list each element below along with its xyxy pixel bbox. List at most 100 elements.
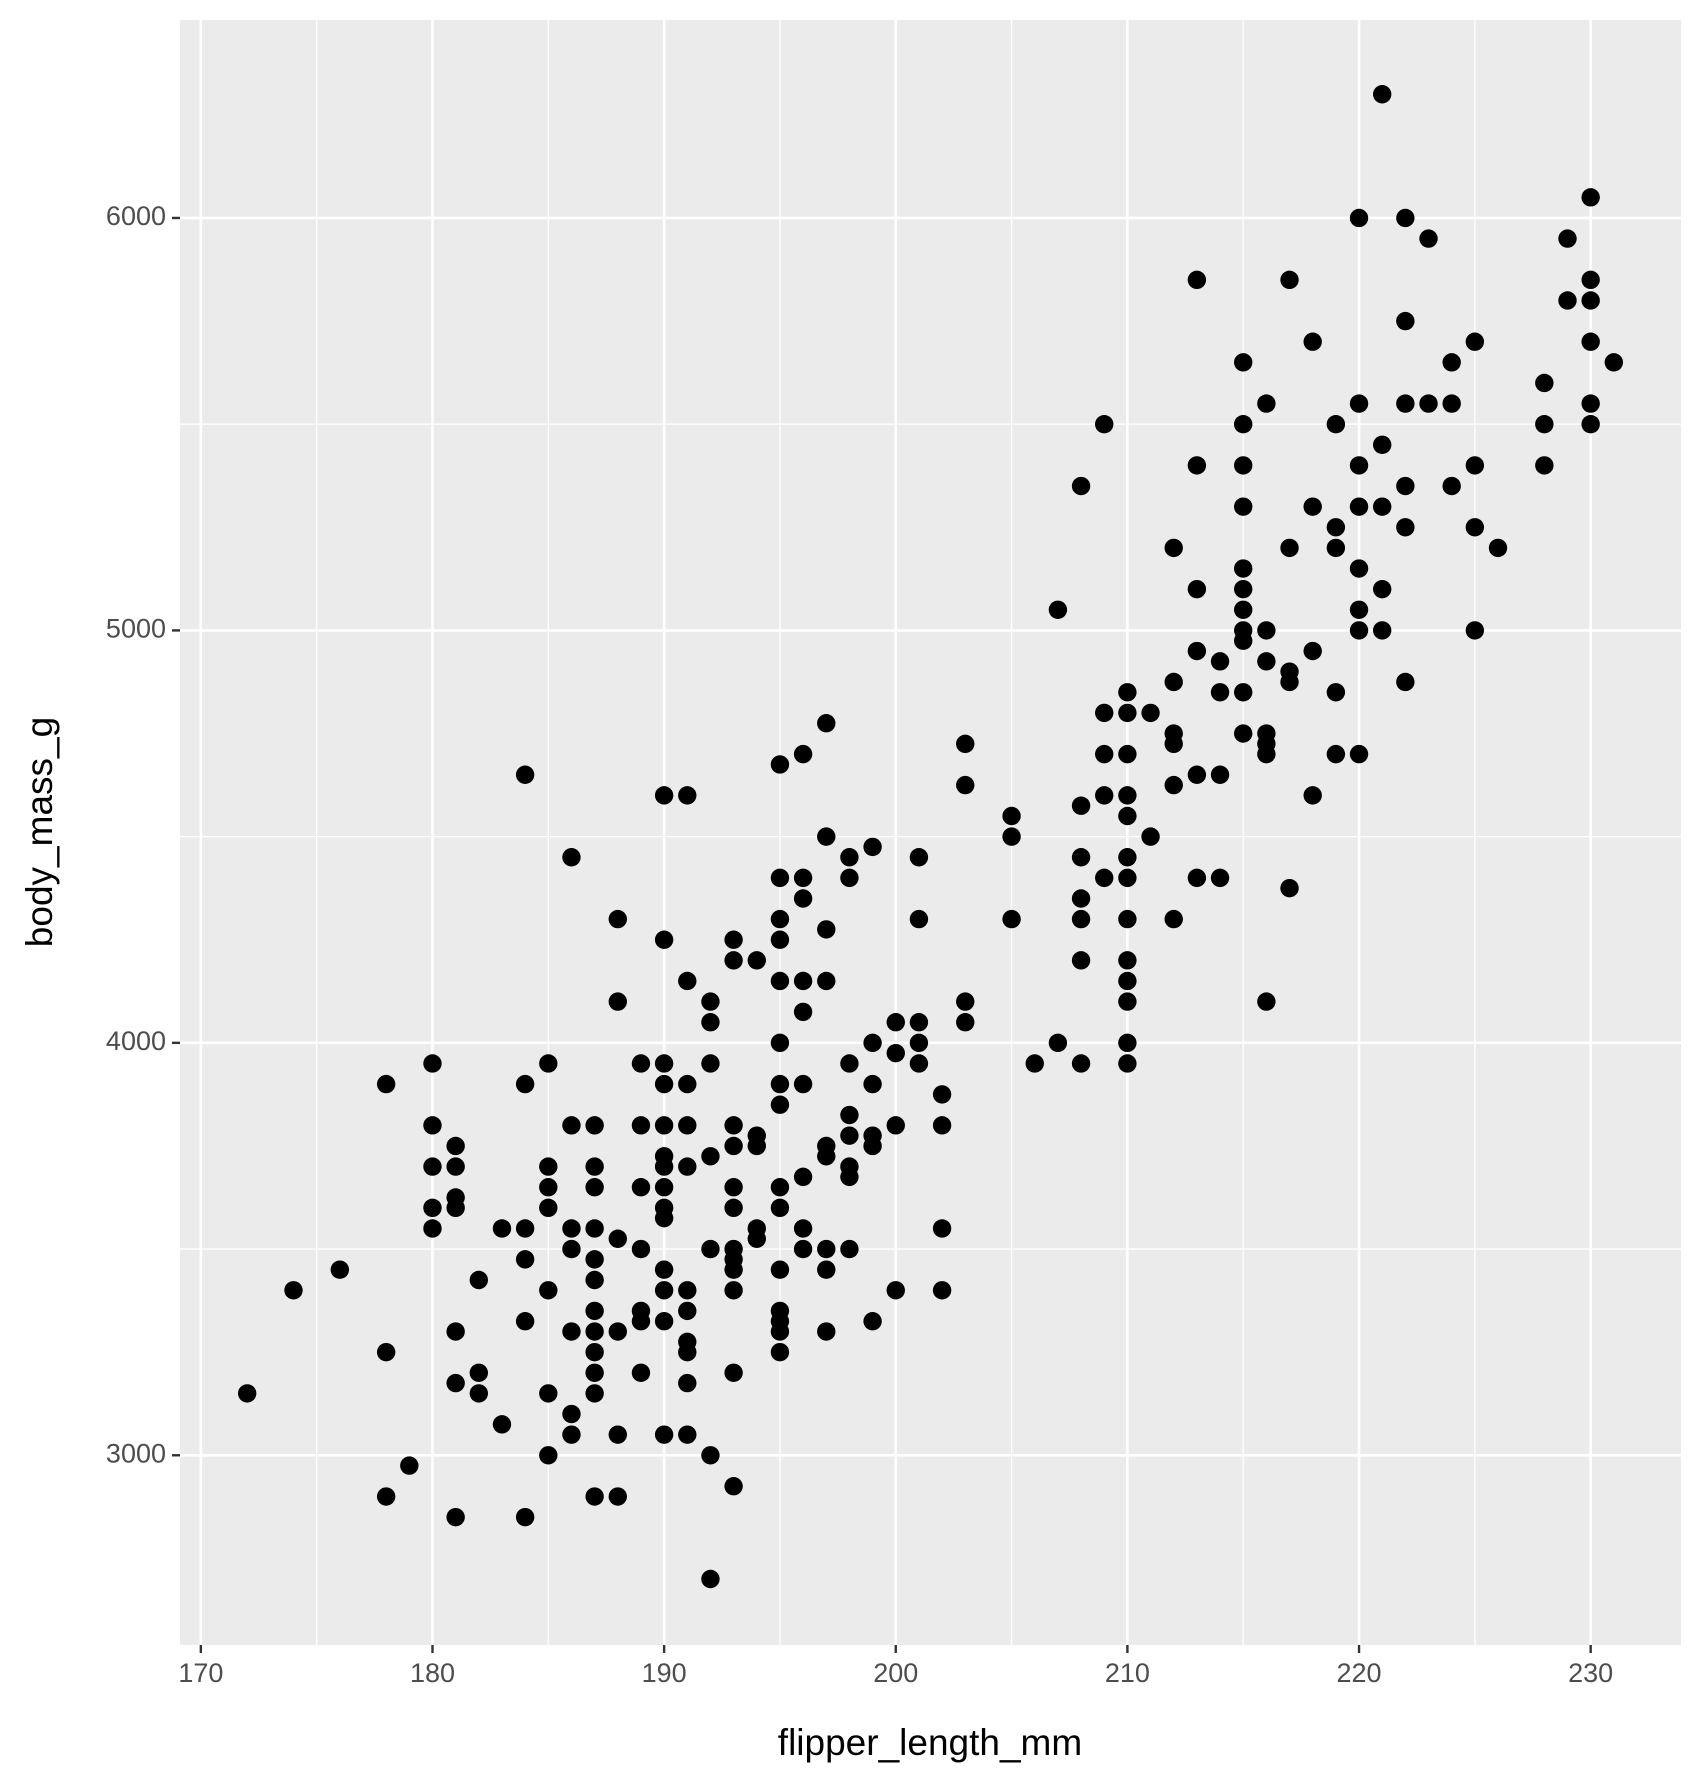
point <box>562 1404 581 1424</box>
point <box>793 1219 813 1238</box>
point <box>562 1425 581 1444</box>
point <box>1071 848 1091 867</box>
point <box>1118 1033 1137 1053</box>
point <box>423 1198 442 1218</box>
point <box>1164 672 1183 692</box>
point <box>608 1487 627 1506</box>
point <box>1025 1054 1044 1073</box>
point <box>1071 889 1091 908</box>
point <box>1303 332 1322 351</box>
point <box>608 1229 627 1248</box>
point <box>1303 497 1322 516</box>
point <box>678 1281 697 1300</box>
point <box>1118 1054 1137 1073</box>
point <box>585 1177 604 1197</box>
point <box>747 1229 766 1248</box>
point <box>562 1219 581 1238</box>
point <box>562 1116 581 1135</box>
point <box>631 1054 651 1073</box>
point <box>1280 672 1299 692</box>
point <box>1396 518 1415 537</box>
point <box>770 1177 790 1197</box>
point <box>956 734 975 754</box>
point <box>1419 229 1438 248</box>
point <box>237 1384 257 1403</box>
point <box>701 1569 720 1589</box>
point <box>1604 353 1624 372</box>
point <box>793 1167 813 1187</box>
point <box>1396 476 1415 496</box>
point <box>1558 291 1577 310</box>
point <box>585 1487 604 1506</box>
point <box>1234 414 1253 434</box>
point <box>585 1301 604 1321</box>
y-tick-label: 5000 <box>106 614 166 644</box>
point <box>585 1363 604 1382</box>
point <box>1118 703 1137 723</box>
point <box>631 1312 651 1331</box>
point <box>956 992 975 1011</box>
y-tick-label: 6000 <box>106 201 166 231</box>
point <box>1257 621 1276 640</box>
point <box>1118 806 1137 826</box>
point <box>817 920 836 939</box>
point <box>886 1281 905 1300</box>
point <box>701 1013 720 1032</box>
x-tick-label: 220 <box>1336 1658 1381 1688</box>
point <box>770 1095 790 1114</box>
point <box>817 971 836 991</box>
point <box>1002 827 1021 846</box>
point <box>1326 683 1346 702</box>
point <box>863 1074 882 1094</box>
point <box>608 909 627 929</box>
y-tick-label: 3000 <box>106 1438 166 1468</box>
point <box>1071 796 1091 815</box>
point <box>678 786 697 805</box>
point <box>1372 435 1392 455</box>
point <box>631 1116 651 1135</box>
point <box>1071 1054 1091 1073</box>
point <box>539 1198 558 1218</box>
point <box>654 786 674 805</box>
point <box>469 1363 489 1382</box>
point <box>1349 497 1369 516</box>
point <box>701 1446 720 1465</box>
point <box>654 1074 674 1094</box>
point <box>1465 332 1485 351</box>
point <box>909 1033 929 1053</box>
point <box>446 1322 465 1341</box>
point <box>817 714 836 733</box>
point <box>515 1312 535 1331</box>
point <box>539 1177 558 1197</box>
x-tick-label: 180 <box>410 1658 455 1688</box>
point <box>1187 270 1207 290</box>
point <box>770 755 790 774</box>
point <box>446 1507 465 1527</box>
point <box>539 1157 558 1176</box>
point <box>793 744 813 764</box>
point <box>1465 456 1485 475</box>
plot-background <box>180 20 1681 1645</box>
point <box>1396 311 1415 331</box>
point <box>909 909 929 929</box>
point <box>724 1281 743 1300</box>
point <box>724 1260 743 1279</box>
point <box>1535 456 1554 475</box>
point <box>654 1157 674 1176</box>
point <box>1257 992 1276 1011</box>
point <box>515 1219 535 1238</box>
point <box>654 1312 674 1331</box>
point <box>1234 579 1253 599</box>
point <box>1488 538 1508 558</box>
point <box>608 1322 627 1341</box>
point <box>608 1425 627 1444</box>
point <box>330 1260 350 1279</box>
point <box>1303 786 1322 805</box>
x-axis-title: flipper_length_mm <box>778 1722 1082 1763</box>
point <box>376 1487 396 1506</box>
point <box>932 1085 952 1104</box>
point <box>1419 394 1438 413</box>
y-tick-label: 4000 <box>106 1026 166 1056</box>
point <box>423 1116 442 1135</box>
